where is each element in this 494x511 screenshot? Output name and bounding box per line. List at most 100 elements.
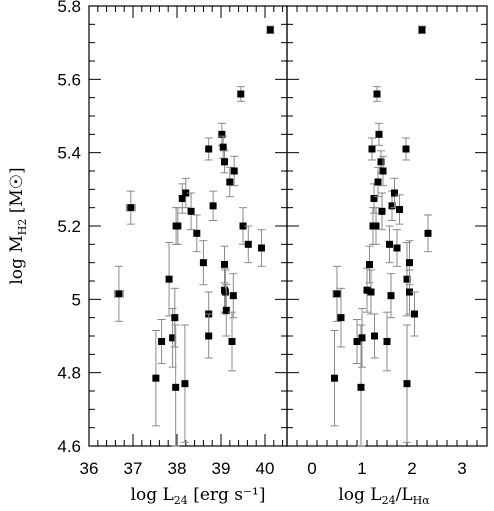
left-data-point	[222, 306, 230, 314]
y-tick-label: 5.6	[57, 70, 81, 89]
left-data-point	[237, 90, 245, 98]
left-x-tick-label: 40	[256, 459, 275, 478]
left-data-point	[244, 240, 252, 248]
right-data-point	[379, 167, 387, 175]
right-data-point	[393, 244, 401, 252]
left-data-point	[152, 374, 160, 382]
right-data-point	[370, 195, 378, 202]
left-data-point	[229, 292, 237, 300]
y-axis-label-unit: [M☉]	[7, 167, 27, 218]
right-x-axis-label-mid: /L	[396, 485, 413, 505]
right-x-axis-label-sub2: Hα	[413, 494, 431, 507]
right-data-point	[388, 202, 396, 210]
right-data-point	[353, 338, 361, 345]
left-data-point	[174, 222, 182, 230]
left-data-point	[228, 338, 236, 345]
left-data-point	[171, 314, 179, 322]
right-data-point	[372, 222, 380, 230]
left-x-tick-label: 39	[212, 459, 231, 478]
right-x-tick-label: 3	[457, 459, 466, 478]
right-data-point	[373, 90, 381, 98]
left-data-point	[158, 338, 166, 345]
right-x-tick-label: 0	[307, 459, 316, 478]
y-axis-label: log MH2 [M☉]	[7, 167, 29, 284]
y-axis-label-main: log M	[7, 235, 27, 284]
right-data-point	[377, 158, 385, 166]
right-x-axis-label: log L24/LHα	[338, 485, 430, 507]
right-data-point	[363, 286, 371, 294]
right-x-tick-label: 2	[407, 459, 416, 478]
left-data-point	[182, 189, 190, 197]
right-data-point	[406, 259, 413, 267]
right-data-point	[418, 26, 426, 34]
right-data-point	[366, 261, 373, 268]
right-data-point	[367, 288, 375, 296]
y-tick-label: 5.2	[57, 217, 81, 236]
right-x-axis-label-main: log L	[338, 485, 381, 505]
left-data-point	[178, 195, 186, 202]
left-data-point	[239, 222, 247, 230]
left-data-point	[257, 244, 265, 252]
right-data-point	[378, 207, 386, 215]
left-x-tick-label: 38	[168, 459, 187, 478]
left-data-point	[221, 261, 229, 268]
right-data-point	[375, 130, 383, 138]
right-data-point	[374, 178, 382, 186]
left-data-point	[172, 383, 180, 391]
left-data-point	[181, 380, 189, 388]
left-data-point	[221, 288, 229, 296]
left-data-point	[199, 259, 207, 267]
left-data-point	[115, 290, 123, 298]
left-panel-frame	[88, 5, 288, 447]
right-data-point	[396, 206, 403, 213]
left-data-point	[230, 167, 238, 175]
right-data-point	[391, 189, 398, 197]
left-data-point	[193, 229, 201, 237]
right-data-point	[411, 310, 418, 318]
left-panel: 36 37 38 39 40 4.6 4.8 5 5.2 5.4 5.6 5.8	[57, 0, 288, 478]
right-data-point	[371, 332, 378, 340]
right-data-point	[406, 288, 413, 296]
y-tick-label: 5.8	[57, 0, 81, 16]
left-data-point	[221, 158, 229, 166]
left-x-tick-label: 37	[124, 459, 143, 478]
right-data-point	[383, 338, 391, 345]
left-data-point	[165, 275, 173, 283]
right-data-point	[368, 145, 376, 153]
y-tick-label: 4.6	[57, 437, 81, 456]
right-data-point	[402, 145, 410, 153]
right-data-point	[331, 374, 338, 382]
left-x-axis-label-main: log L	[131, 485, 174, 505]
y-tick-label: 5	[72, 290, 81, 309]
left-data-point	[187, 207, 195, 215]
right-panel: 0 1 2 3	[286, 5, 488, 478]
left-data-point	[266, 26, 274, 34]
left-data-point	[205, 332, 213, 340]
right-x-tick-label: 1	[357, 459, 366, 478]
right-data-point	[403, 380, 411, 388]
left-x-axis-label: log L24 [erg s⁻¹]	[131, 485, 266, 507]
y-axis-label-sub: H2	[16, 219, 29, 236]
left-x-axis-label-unit: [erg s⁻¹]	[188, 485, 266, 505]
left-data-point	[169, 334, 177, 342]
right-x-axis-label-sub: 24	[382, 494, 396, 507]
right-data-point	[386, 240, 393, 248]
left-data-point	[209, 202, 217, 210]
right-data-point	[358, 334, 366, 342]
left-x-tick-label: 36	[80, 459, 99, 478]
right-data-point	[387, 292, 395, 300]
right-data-point	[333, 290, 341, 298]
right-data-point	[337, 314, 345, 322]
left-data-point	[226, 178, 234, 186]
left-data-point	[205, 145, 213, 153]
right-data-point	[424, 229, 432, 237]
right-data-point	[357, 383, 365, 391]
y-tick-label: 4.8	[57, 364, 81, 383]
right-data-point	[403, 275, 411, 283]
left-data-point	[127, 204, 135, 212]
left-data-point	[219, 143, 227, 151]
y-tick-label: 5.4	[57, 144, 81, 163]
left-x-axis-label-sub: 24	[174, 494, 188, 507]
left-data-point	[218, 130, 226, 138]
